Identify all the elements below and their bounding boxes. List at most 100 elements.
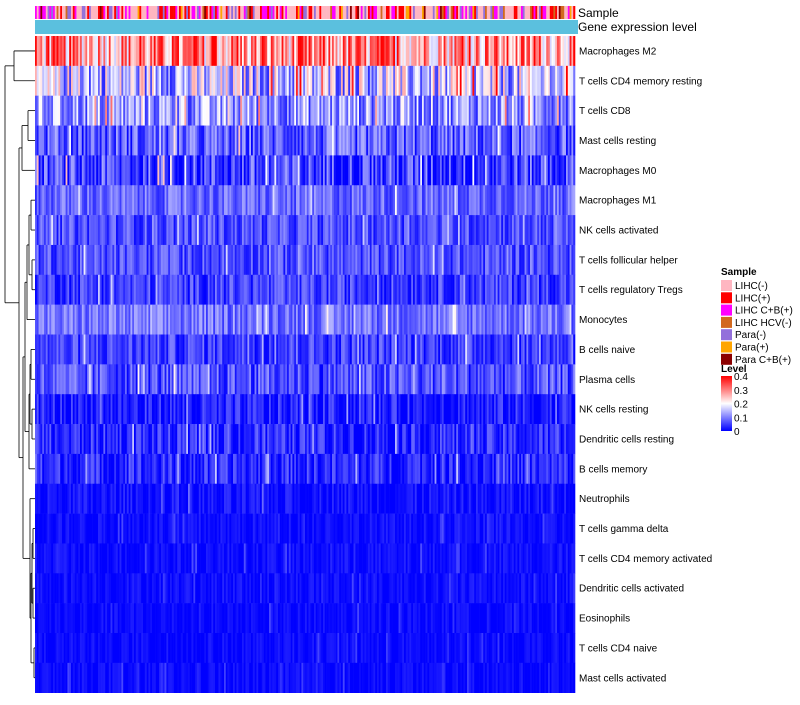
heatmap-cell bbox=[553, 245, 555, 275]
heatmap-cell bbox=[570, 155, 572, 185]
heatmap-cell bbox=[309, 66, 311, 96]
heatmap-cell bbox=[400, 215, 402, 245]
sample-annotation-cell bbox=[42, 6, 44, 19]
heatmap-cell bbox=[264, 335, 266, 365]
heatmap-cell bbox=[528, 335, 530, 365]
heatmap-cell bbox=[224, 96, 226, 126]
heatmap-cell bbox=[445, 96, 447, 126]
heatmap-cell bbox=[361, 364, 363, 394]
sample-annotation-cell bbox=[294, 6, 296, 19]
heatmap-cell bbox=[483, 36, 485, 66]
heatmap-cell bbox=[283, 36, 285, 66]
heatmap-cell bbox=[145, 215, 147, 245]
heatmap-cell bbox=[312, 424, 314, 454]
heatmap-cell bbox=[260, 155, 262, 185]
heatmap-cell bbox=[404, 424, 406, 454]
heatmap-cell bbox=[312, 126, 314, 156]
sample-annotation-cell bbox=[391, 6, 393, 19]
heatmap-cell bbox=[85, 394, 87, 424]
heatmap-cell bbox=[381, 185, 383, 215]
heatmap-cell bbox=[226, 96, 228, 126]
heatmap-cell bbox=[129, 215, 131, 245]
heatmap-cell bbox=[393, 245, 395, 275]
heatmap-cell bbox=[555, 394, 557, 424]
heatmap-cell bbox=[346, 185, 348, 215]
sample-annotation-cell bbox=[188, 6, 190, 19]
heatmap-cell bbox=[190, 454, 192, 484]
heatmap-cell bbox=[260, 245, 262, 275]
heatmap-cell bbox=[478, 245, 480, 275]
heatmap-cell bbox=[323, 454, 325, 484]
heatmap-cell bbox=[251, 126, 253, 156]
heatmap-cell bbox=[350, 96, 352, 126]
heatmap-cell bbox=[438, 155, 440, 185]
heatmap-cell bbox=[66, 126, 68, 156]
sample-annotation-cell bbox=[532, 6, 534, 19]
heatmap-cell bbox=[422, 335, 424, 365]
heatmap-cell bbox=[141, 96, 143, 126]
heatmap-cell bbox=[449, 424, 451, 454]
heatmap-cell bbox=[503, 305, 505, 335]
heatmap-cell bbox=[285, 335, 287, 365]
sample-annotation-cell bbox=[375, 6, 377, 19]
heatmap-cell bbox=[318, 245, 320, 275]
heatmap-cell bbox=[480, 275, 482, 305]
heatmap-cell bbox=[181, 484, 183, 514]
heatmap-cell bbox=[402, 364, 404, 394]
heatmap-cell bbox=[427, 126, 429, 156]
sample-annotation-cell bbox=[562, 6, 564, 19]
heatmap-cell bbox=[321, 364, 323, 394]
heatmap-cell bbox=[332, 394, 334, 424]
heatmap-cell bbox=[96, 66, 98, 96]
heatmap-cell bbox=[510, 364, 512, 394]
heatmap-cell bbox=[116, 484, 118, 514]
heatmap-cell bbox=[66, 66, 68, 96]
sample-annotation-cell bbox=[573, 6, 575, 19]
heatmap-cell bbox=[337, 185, 339, 215]
heatmap-cell bbox=[528, 155, 530, 185]
heatmap-cell bbox=[62, 394, 64, 424]
heatmap-cell bbox=[150, 66, 152, 96]
heatmap-cell bbox=[465, 424, 467, 454]
heatmap-cell bbox=[235, 484, 237, 514]
heatmap-cell bbox=[408, 335, 410, 365]
heatmap-cell bbox=[469, 215, 471, 245]
heatmap-cell bbox=[229, 335, 231, 365]
heatmap-cell bbox=[498, 364, 500, 394]
heatmap-cell bbox=[564, 454, 566, 484]
heatmap-cell bbox=[109, 424, 111, 454]
heatmap-cell bbox=[289, 185, 291, 215]
heatmap-cell bbox=[375, 96, 377, 126]
heatmap-cell bbox=[307, 335, 309, 365]
heatmap-cell bbox=[411, 454, 413, 484]
heatmap-cell bbox=[492, 126, 494, 156]
heatmap-cell bbox=[179, 484, 181, 514]
heatmap-cell bbox=[517, 185, 519, 215]
heatmap-cell bbox=[285, 364, 287, 394]
heatmap-cell bbox=[168, 215, 170, 245]
heatmap-cell bbox=[249, 305, 251, 335]
heatmap-cell bbox=[42, 36, 44, 66]
heatmap-cell bbox=[109, 155, 111, 185]
heatmap-cell bbox=[49, 394, 51, 424]
heatmap-cell bbox=[84, 155, 86, 185]
heatmap-cell bbox=[573, 36, 575, 66]
heatmap-cell bbox=[269, 126, 271, 156]
heatmap-cell bbox=[165, 155, 167, 185]
heatmap-cell bbox=[366, 394, 368, 424]
heatmap-cell bbox=[242, 305, 244, 335]
heatmap-cell bbox=[157, 305, 159, 335]
heatmap-cell bbox=[552, 424, 554, 454]
heatmap-cell bbox=[161, 484, 163, 514]
heatmap-cell bbox=[100, 394, 102, 424]
heatmap-cell bbox=[159, 484, 161, 514]
heatmap-cell bbox=[528, 215, 530, 245]
heatmap-cell bbox=[483, 185, 485, 215]
heatmap-cell bbox=[267, 66, 269, 96]
heatmap-cell bbox=[463, 454, 465, 484]
heatmap-cell bbox=[154, 155, 156, 185]
heatmap-cell bbox=[400, 305, 402, 335]
heatmap-cell bbox=[98, 245, 100, 275]
heatmap-cell bbox=[213, 484, 215, 514]
